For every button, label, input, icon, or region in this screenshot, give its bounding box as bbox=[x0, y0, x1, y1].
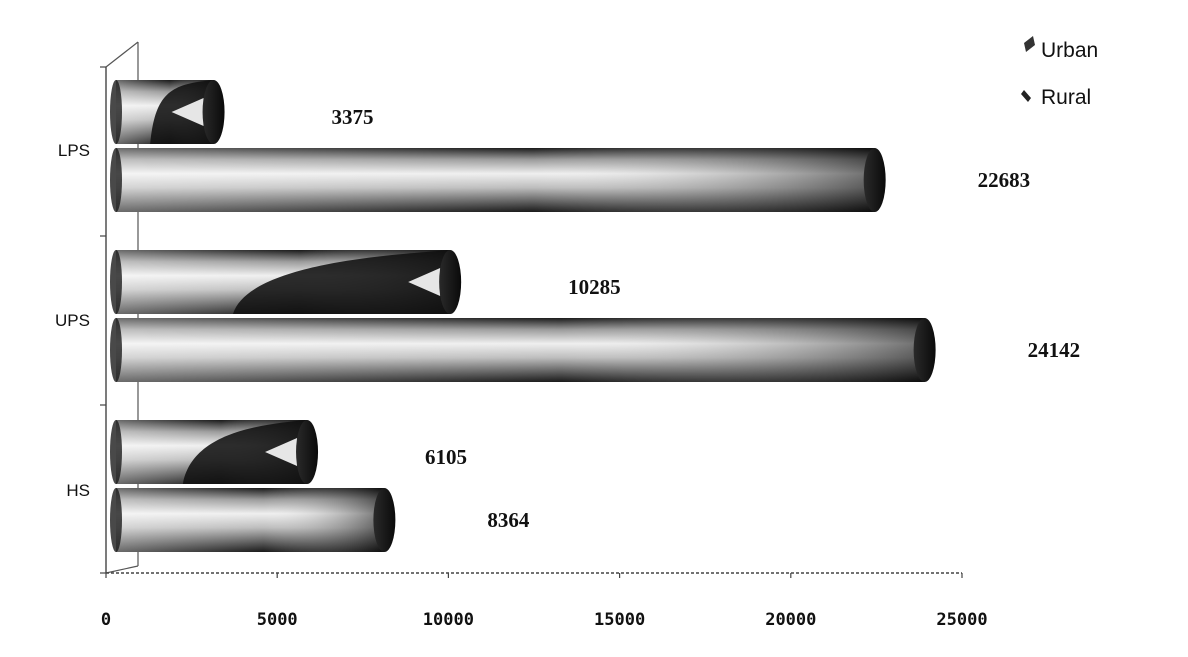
category-label: HS bbox=[66, 481, 90, 500]
bar-base bbox=[110, 250, 122, 314]
data-label-rural-hs: 8364 bbox=[487, 508, 530, 532]
bar-highlight bbox=[171, 98, 204, 126]
bar-highlight bbox=[265, 438, 298, 466]
bar-urban-hs bbox=[110, 420, 319, 484]
bar-cap bbox=[863, 148, 886, 212]
bar-rural-ups bbox=[110, 318, 936, 382]
bar-base bbox=[110, 318, 122, 382]
data-label-urban-hs: 6105 bbox=[425, 445, 467, 469]
legend-swatch-rural bbox=[1021, 90, 1031, 102]
legend-item-rural: Rural bbox=[1021, 86, 1091, 109]
data-labels: 6105 8364 10285 24142 3375 22683 bbox=[332, 105, 1081, 532]
bar-urban-lps bbox=[110, 80, 225, 144]
axis-depth-bottom bbox=[105, 565, 139, 574]
category-label: LPS bbox=[58, 141, 90, 160]
x-tick-label: 15000 bbox=[594, 610, 645, 630]
data-label-urban-ups: 10285 bbox=[568, 275, 621, 299]
bar-base bbox=[110, 420, 122, 484]
category-label: UPS bbox=[55, 311, 90, 330]
x-tick-label: 20000 bbox=[765, 610, 816, 630]
bar-base bbox=[110, 80, 122, 144]
bar-rural-lps bbox=[110, 148, 886, 212]
x-tick-label: 10000 bbox=[423, 610, 474, 630]
legend-label-urban: Urban bbox=[1041, 39, 1098, 62]
bar-shade bbox=[116, 488, 385, 552]
bar-cap bbox=[202, 80, 225, 144]
bar-cap bbox=[439, 250, 462, 314]
x-tick-labels: 0 5000 10000 15000 20000 25000 bbox=[101, 610, 988, 630]
bar-base bbox=[110, 148, 122, 212]
bar-shade bbox=[116, 318, 925, 382]
bar-cap bbox=[373, 488, 396, 552]
legend-item-urban: Urban bbox=[1024, 36, 1098, 62]
data-label-rural-ups: 24142 bbox=[1028, 338, 1081, 362]
x-tick-label: 0 bbox=[101, 610, 111, 630]
x-tick-label: 25000 bbox=[936, 610, 987, 630]
bar-cap bbox=[296, 420, 319, 484]
data-label-urban-lps: 3375 bbox=[332, 105, 374, 129]
axis-depth-top bbox=[105, 41, 139, 68]
bar-cap bbox=[913, 318, 936, 382]
bar-rural-hs bbox=[110, 488, 396, 552]
legend: Urban Rural bbox=[1021, 36, 1098, 109]
legend-label-rural: Rural bbox=[1041, 86, 1091, 109]
bar-shadow bbox=[182, 420, 308, 484]
x-tick-label: 5000 bbox=[257, 610, 298, 630]
bar-highlight bbox=[408, 268, 441, 296]
axis-ticks bbox=[100, 66, 963, 578]
category-labels: HS UPS LPS bbox=[55, 141, 90, 500]
bar-urban-ups bbox=[110, 250, 462, 314]
data-label-rural-lps: 22683 bbox=[978, 168, 1031, 192]
legend-swatch-urban bbox=[1024, 36, 1035, 52]
bar-shadow bbox=[232, 250, 451, 314]
bar-shade bbox=[116, 148, 875, 212]
bar-base bbox=[110, 488, 122, 552]
bars bbox=[110, 80, 936, 552]
